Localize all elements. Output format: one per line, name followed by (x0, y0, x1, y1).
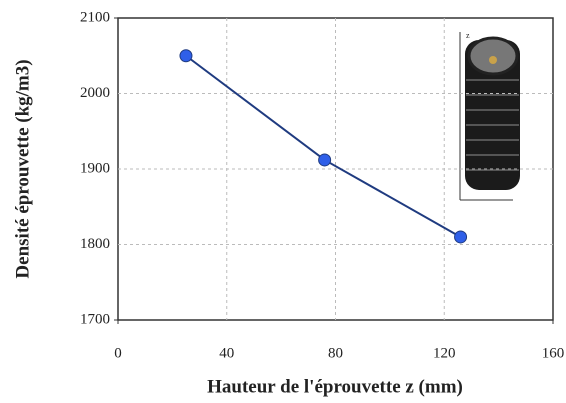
x-tick-label: 160 (542, 345, 565, 361)
marker (179, 49, 193, 63)
y-tick-label: 2100 (80, 9, 110, 25)
y-tick-label: 1700 (80, 311, 110, 327)
x-tick-label: 0 (114, 345, 122, 361)
marker (454, 230, 468, 244)
x-tick-label: 80 (328, 345, 343, 361)
inset-photo: z (459, 31, 520, 201)
y-tick-label: 1800 (80, 236, 110, 252)
marker (318, 153, 332, 167)
inset-label: z (466, 31, 470, 40)
x-tick-label: 40 (219, 345, 234, 361)
y-tick-label: 1900 (80, 160, 110, 176)
y-axis-title: Densité éprouvette (kg/m3) (12, 59, 33, 278)
y-tick-label: 2000 (80, 85, 110, 101)
x-axis-title: Hauteur de l'éprouvette z (mm) (207, 376, 463, 397)
x-tick-label: 120 (433, 345, 456, 361)
